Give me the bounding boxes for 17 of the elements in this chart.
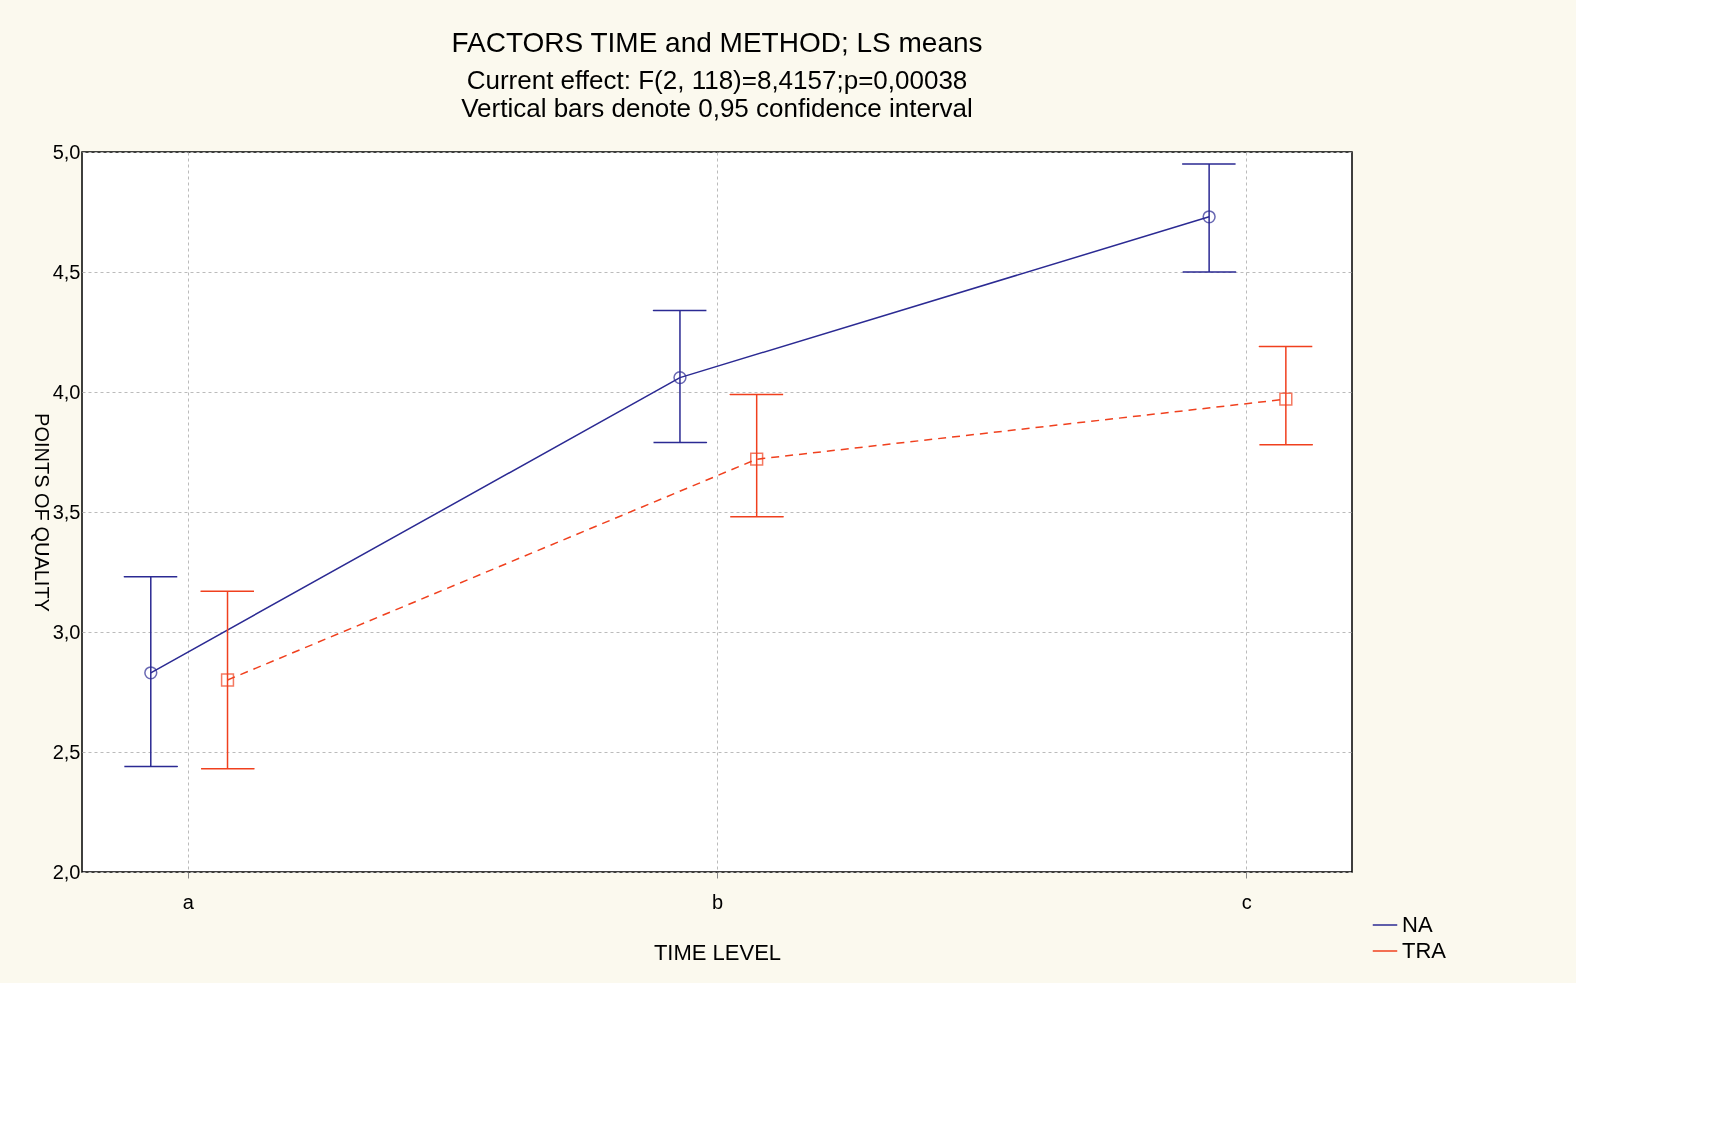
- legend-label: TRA: [1402, 938, 1447, 963]
- text: Vertical bars denote 0,95 confidence interval: [461, 93, 973, 123]
- legend-label: NA: [1402, 912, 1433, 937]
- x-tick-label: a: [182, 890, 195, 913]
- y-axis-title: POINTS OF QUALITY: [30, 413, 53, 612]
- x-axis-title: TIME LEVEL: [653, 939, 782, 965]
- x-tick-label: b: [711, 890, 724, 913]
- y-tick-label: 3,0: [52, 620, 81, 643]
- y-tick-label: 3,5: [52, 500, 81, 523]
- x-tick-label: c: [1241, 890, 1252, 913]
- y-tick-label: 5,0: [52, 140, 81, 163]
- chart-title: FACTORS TIME and METHOD; LS means: [451, 27, 983, 58]
- y-tick-label: 2,5: [52, 740, 81, 763]
- y-tick-label: 2,0: [52, 860, 81, 883]
- y-tick-label: 4,5: [52, 260, 81, 283]
- y-tick-label: 4,0: [52, 380, 81, 403]
- chart-subtitle: Current effect: F(2, 118)=8,4157;p=0,00038: [466, 65, 968, 95]
